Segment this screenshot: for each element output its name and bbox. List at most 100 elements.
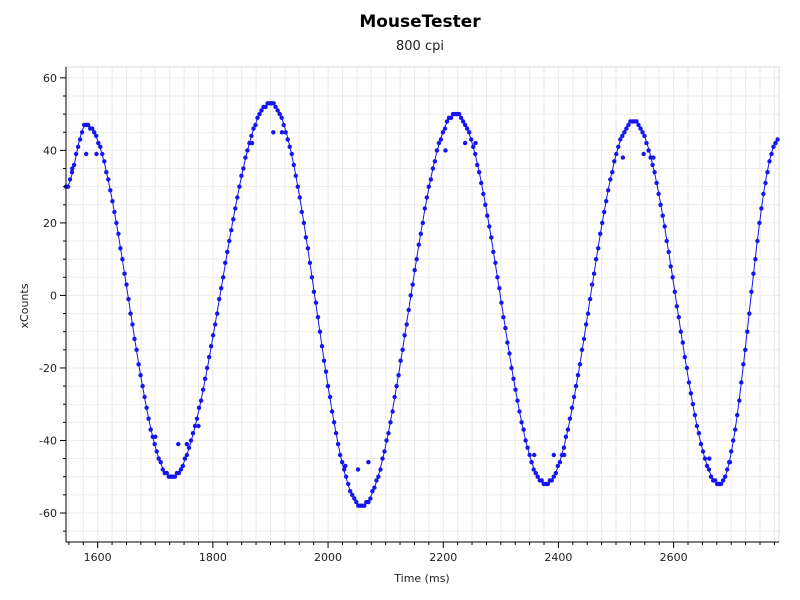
data-point <box>313 300 319 305</box>
data-point <box>443 148 448 153</box>
data-point <box>223 260 228 265</box>
data-point <box>521 427 526 432</box>
data-point <box>132 336 137 342</box>
data-point <box>94 151 99 157</box>
data-point <box>775 137 780 142</box>
data-point <box>523 438 528 443</box>
data-point <box>712 478 718 483</box>
data-point <box>583 322 589 327</box>
data-point <box>301 220 307 226</box>
data-point <box>620 133 625 139</box>
data-point <box>374 478 379 483</box>
data-point <box>723 474 728 479</box>
data-point <box>549 478 554 483</box>
data-point <box>376 474 381 479</box>
data-point <box>519 420 524 425</box>
data-point <box>329 409 335 414</box>
data-point <box>606 188 611 193</box>
data-point <box>355 467 361 472</box>
data-point <box>186 445 192 450</box>
data-point <box>289 151 294 157</box>
data-point <box>90 126 95 131</box>
data-point <box>696 431 702 436</box>
data-point <box>392 394 397 400</box>
data-point <box>154 449 159 454</box>
data-point <box>430 166 436 171</box>
data-point <box>618 137 623 142</box>
axes: 1600 1800 2000 2200 2400 2600 -60 -40 -20 0 20 40 60 <box>39 67 779 564</box>
data-point <box>130 322 135 327</box>
data-point <box>206 354 212 360</box>
data-point <box>658 202 663 207</box>
data-point <box>98 144 103 149</box>
chart-subtitle: 800 cpi <box>396 39 444 54</box>
data-point <box>651 155 656 160</box>
data-point <box>469 137 474 142</box>
data-point <box>92 130 97 135</box>
data-point <box>65 184 71 189</box>
data-point <box>180 463 186 469</box>
data-point <box>598 231 603 236</box>
data-point <box>198 398 204 403</box>
data-point <box>668 264 673 269</box>
data-point <box>571 394 577 400</box>
data-point <box>67 177 73 182</box>
data-point <box>664 238 669 244</box>
data-point <box>384 438 389 443</box>
data-point <box>350 492 355 498</box>
data-point <box>120 257 125 262</box>
data-point <box>620 155 626 160</box>
data-point <box>106 177 111 182</box>
data-point <box>342 467 347 472</box>
data-point <box>112 209 117 215</box>
y-tick-label: 0 <box>50 289 57 302</box>
data-point <box>196 405 202 410</box>
data-point <box>255 115 260 121</box>
data-point <box>593 257 599 262</box>
data-point <box>567 416 573 421</box>
data-point <box>217 296 222 302</box>
data-point <box>757 220 762 226</box>
data-point <box>323 369 329 374</box>
data-point <box>735 412 740 418</box>
data-point <box>720 478 726 483</box>
data-point <box>424 195 429 200</box>
data-point <box>102 159 107 164</box>
data-point <box>666 249 671 255</box>
data-point <box>489 235 494 240</box>
data-point <box>118 246 123 251</box>
data-point <box>532 452 537 458</box>
x-tick-label: 2200 <box>429 551 457 564</box>
data-point <box>436 140 442 146</box>
data-point <box>589 282 595 287</box>
data-point <box>237 184 242 189</box>
data-point <box>573 383 579 389</box>
data-point <box>678 329 683 334</box>
data-point <box>426 184 431 189</box>
data-point <box>148 427 153 432</box>
data-point <box>110 199 115 204</box>
data-point <box>755 238 760 244</box>
data-point <box>354 499 359 505</box>
data-point <box>608 177 613 182</box>
data-point <box>346 481 351 487</box>
data-point <box>176 470 182 476</box>
data-point <box>596 246 601 251</box>
data-point <box>733 427 738 432</box>
data-point <box>410 282 415 287</box>
y-tick-label: -60 <box>39 507 57 520</box>
data-point <box>196 423 201 429</box>
data-point <box>315 315 321 320</box>
data-point <box>708 474 714 479</box>
data-point <box>158 460 163 465</box>
data-point <box>773 140 778 146</box>
data-point <box>321 358 327 363</box>
data-point <box>761 191 766 197</box>
data-point <box>672 289 677 294</box>
data-point <box>152 441 157 447</box>
data-point <box>386 431 391 436</box>
data-point <box>333 431 339 436</box>
data-point <box>362 503 367 508</box>
data-point <box>626 122 631 128</box>
data-point <box>86 122 91 128</box>
